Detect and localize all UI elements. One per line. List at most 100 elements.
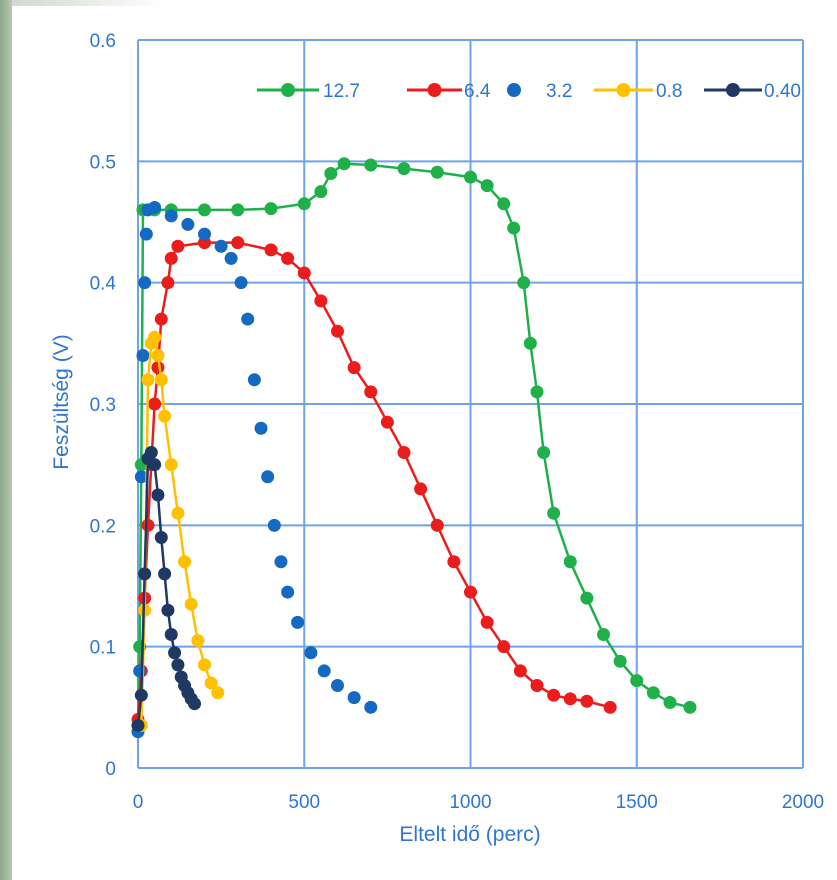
- series-0-8-point: [171, 506, 185, 520]
- series-6-4-point: [141, 518, 155, 532]
- series-0-40-point: [148, 458, 162, 472]
- y-tick-label: 0.5: [90, 152, 116, 173]
- series-0-8-point: [141, 373, 155, 387]
- legend: 12.7 6.4 3.2 0.8 0.40: [257, 81, 801, 102]
- series-0-40-point: [144, 446, 158, 460]
- series-3-2-point: [234, 276, 248, 290]
- series-0-40-point: [168, 646, 182, 660]
- y-tick-label: 0.6: [90, 31, 116, 52]
- series-3-2-point: [304, 646, 318, 660]
- series-12-7-point: [537, 446, 551, 460]
- series-0-40-point: [161, 603, 175, 617]
- series-0-8-point: [184, 597, 198, 611]
- series-12-7-point: [517, 276, 531, 290]
- legend-0-8-label: 0.8: [656, 81, 682, 102]
- slide-top-strip: [12, 0, 162, 6]
- series-12-7-point: [297, 197, 311, 211]
- series-6-4-point: [164, 251, 178, 265]
- series-6-4-point: [148, 397, 162, 411]
- series-12-7-point: [507, 221, 521, 235]
- series-12-7-point: [198, 203, 211, 217]
- y-tick-label: 0.2: [90, 516, 116, 537]
- legend-3-2-marker: [507, 83, 521, 97]
- series-12-7-point: [430, 165, 444, 179]
- series-0-40-point: [188, 697, 202, 711]
- series-6-4-point: [497, 640, 511, 654]
- series-3-2-point: [254, 421, 268, 435]
- legend-0-8-marker: [616, 83, 631, 97]
- series-0-8-point: [191, 634, 205, 648]
- series-12-7-point: [337, 157, 351, 171]
- series-0-8-point: [178, 555, 192, 569]
- series-12-7-point: [364, 158, 378, 172]
- legend-6-4-marker: [427, 83, 442, 97]
- series-6-4-point: [547, 688, 561, 702]
- series-12-7-point: [613, 654, 627, 668]
- series-0-40-point: [151, 488, 165, 502]
- series-12-7-point: [683, 700, 697, 714]
- y-tick-label: 0.1: [90, 638, 116, 659]
- series-0-40-point: [138, 567, 152, 581]
- series-0-8-point: [204, 676, 218, 690]
- series-6-4-point: [563, 692, 577, 706]
- series-12-7-point: [530, 385, 544, 399]
- series-6-4-point: [513, 664, 527, 678]
- y-axis-title: Feszültség (V): [50, 334, 73, 469]
- x-tick-label: 500: [288, 792, 320, 813]
- series-0-8-point: [164, 458, 178, 472]
- legend-3-2-label: 3.2: [546, 81, 572, 102]
- legend-12-7-marker: [281, 83, 295, 97]
- series-6-4-point: [464, 585, 477, 599]
- series-12-7-point: [231, 203, 245, 217]
- series-12-7-point: [523, 336, 537, 350]
- series-3-2-point: [134, 470, 148, 484]
- series-6-4-line: [136, 241, 611, 720]
- series-3-2-point: [267, 518, 281, 532]
- plot-area: [131, 157, 697, 739]
- series-12-7-point: [324, 166, 338, 180]
- series-6-4-point: [281, 251, 295, 265]
- series-6-4-point: [161, 276, 175, 290]
- series-12-7-point: [397, 162, 411, 176]
- series-3-2-point: [224, 251, 238, 265]
- series-12-7-point: [547, 506, 561, 520]
- series-3-2-point: [247, 373, 261, 387]
- series-3-2-point: [364, 700, 378, 714]
- y-tick-label: 0.3: [90, 395, 116, 416]
- series-3-2-point: [331, 678, 344, 692]
- series-6-4-point: [264, 243, 278, 257]
- series-12-7-point: [580, 591, 594, 605]
- y-tick-label: 0: [105, 759, 116, 780]
- series-0-40-point: [158, 567, 172, 581]
- series-6-4-point: [414, 482, 428, 496]
- series-3-2-point: [181, 217, 195, 231]
- series-12-7-point: [497, 197, 511, 211]
- series-12-7-point: [314, 185, 328, 199]
- series-6-4-point: [231, 236, 245, 250]
- series-12-7-point: [630, 674, 644, 688]
- series-6-4-point: [171, 239, 185, 253]
- series-0-8-point: [211, 686, 225, 700]
- series-3-2-point: [136, 348, 150, 362]
- series-12-7-point: [646, 686, 660, 700]
- x-tick-label: 1000: [449, 792, 491, 813]
- series-3-2-point: [274, 555, 288, 569]
- series-6-4-point: [331, 324, 344, 338]
- x-axis-title: Eltelt idő (perc): [399, 823, 540, 846]
- series-3-2-point: [241, 312, 255, 326]
- x-tick-label: 1500: [616, 792, 658, 813]
- series-3-2-point: [139, 227, 153, 241]
- series-6-4-point: [530, 678, 544, 692]
- series-0-40-point: [154, 530, 168, 544]
- series-12-7-point: [563, 555, 577, 569]
- series-6-4-point: [397, 446, 411, 460]
- series-3-2-point: [261, 470, 275, 484]
- legend-6-4-label: 6.4: [464, 81, 491, 102]
- series-3-2-point: [148, 200, 162, 214]
- series-0-8-point: [158, 409, 172, 423]
- series-12-7-point: [597, 628, 610, 642]
- series-12-7-point: [264, 202, 278, 216]
- series-12-7-point: [480, 179, 494, 193]
- series-6-4-point: [603, 700, 617, 714]
